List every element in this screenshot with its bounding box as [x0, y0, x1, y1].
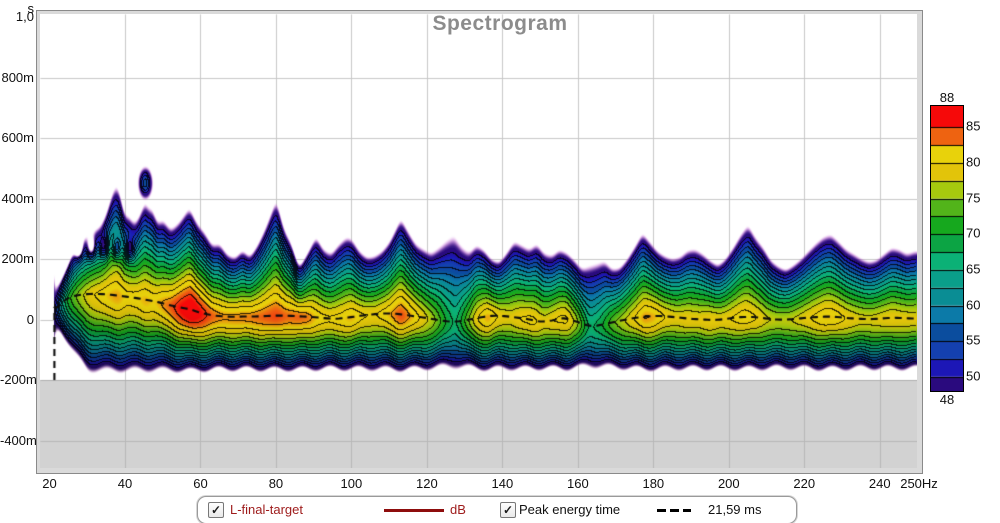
x-tick-label: 20 — [42, 476, 57, 491]
trace1-line-sample — [384, 509, 444, 512]
colorbar-tick-label: 50 — [966, 368, 981, 384]
y-tick-label: 800m — [1, 69, 34, 85]
colorbar-tick-label: 60 — [966, 297, 981, 312]
y-tick-label: -200m — [0, 372, 37, 387]
colorbar-min-label: 48 — [939, 392, 955, 407]
y-tick-label: 0 — [26, 311, 34, 327]
trace1-label: L-final-target — [230, 502, 303, 517]
trace1-checkbox[interactable]: ✓ — [208, 502, 224, 518]
colorbar-tick-label: 55 — [966, 332, 981, 348]
colorbar-tick-label: 85 — [966, 118, 981, 134]
trace2-dash-sample — [657, 509, 691, 512]
y-tick-label: -400m — [0, 432, 37, 448]
y-tick-label: 200m — [1, 251, 34, 266]
y-tick-label: 600m — [1, 130, 34, 145]
trace1-unit: dB — [450, 502, 466, 517]
x-tick-label: 160 — [566, 476, 589, 491]
x-tick-label: 60 — [193, 476, 208, 491]
y-tick-label: 1,0 — [15, 9, 34, 24]
x-axis-end-label: 250Hz — [900, 476, 938, 491]
x-tick-label: 240 — [868, 476, 891, 491]
x-tick-label: 80 — [268, 476, 284, 491]
legend-bar: ✓ L-final-target dB ✓ Peak energy time 2… — [197, 496, 797, 523]
trace2-value: 21,59 ms — [708, 502, 762, 517]
x-tick-label: 140 — [491, 476, 514, 491]
colorbar-max-label: 88 — [939, 90, 955, 105]
plot-area — [36, 10, 923, 474]
spectrogram-canvas — [40, 14, 917, 468]
colorbar-tick-label: 65 — [966, 261, 981, 277]
x-tick-label: 220 — [793, 476, 816, 491]
colorbar-tick-label: 80 — [966, 154, 981, 170]
x-tick-label: 100 — [340, 476, 363, 491]
y-tick-label: 400m — [1, 190, 34, 206]
colorbar-scale — [930, 105, 964, 392]
x-tick-label: 180 — [642, 476, 665, 491]
x-tick-label: 200 — [717, 476, 740, 491]
x-tick-label: 120 — [416, 476, 438, 491]
y-axis-unit-label: s — [27, 1, 35, 16]
colorbar-tick-label: 70 — [966, 225, 981, 241]
x-tick-label: 40 — [117, 476, 133, 491]
colorbar — [930, 105, 964, 392]
page-title: Spectrogram — [432, 12, 568, 35]
colorbar-tick-label: 75 — [966, 190, 981, 206]
trace2-label: Peak energy time — [519, 502, 621, 517]
trace2-checkbox[interactable]: ✓ — [500, 502, 516, 518]
